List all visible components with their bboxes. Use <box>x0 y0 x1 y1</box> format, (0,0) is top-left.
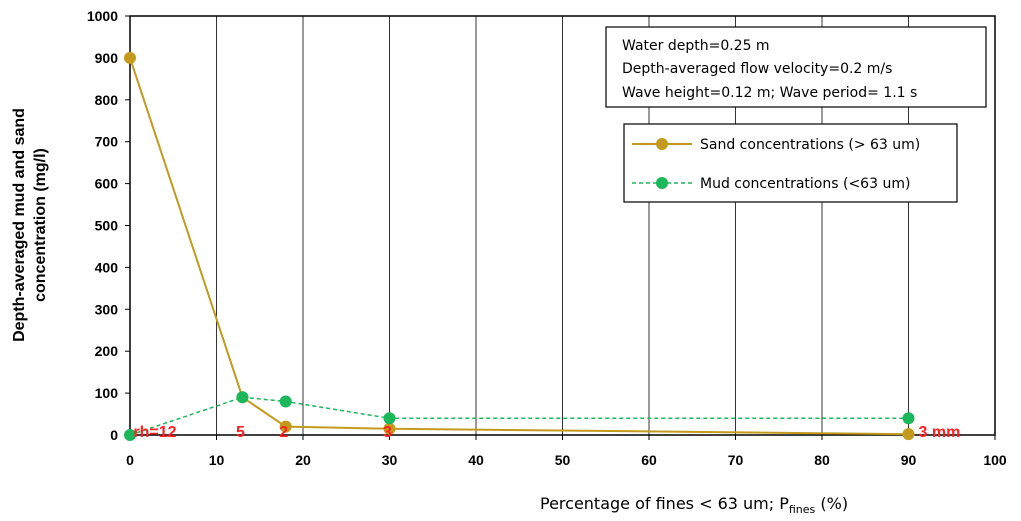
x-tick-label: 80 <box>814 452 830 468</box>
x-tick-label: 0 <box>126 452 134 468</box>
x-tick-label: 40 <box>468 452 484 468</box>
y-axis-title-line1: Depth-averaged mud and sand <box>11 108 28 342</box>
series-group <box>124 51 915 441</box>
y-axis: 0 100 200 300 400 500 600 700 800 900 1000 <box>87 8 130 443</box>
y-axis-title-line2: concentration (mg/l) <box>32 148 49 302</box>
annotation-label: 2 <box>279 424 288 441</box>
x-tick-label: 20 <box>295 452 311 468</box>
annotation-label: 3 <box>383 424 392 441</box>
y-tick-label: 700 <box>95 134 119 150</box>
data-point-mud <box>383 412 396 425</box>
x-tick-label: 10 <box>209 452 225 468</box>
note-line-2: Depth-averaged flow velocity=0.2 m/s <box>622 61 892 77</box>
x-tick-label: 100 <box>983 452 1007 468</box>
legend-frame <box>623 123 958 203</box>
data-point-mud <box>236 391 249 404</box>
x-tick-label: 30 <box>382 452 398 468</box>
legend: Sand concentrations (> 63 um) Mud concen… <box>623 123 958 203</box>
annotation-label: 3 mm <box>919 424 961 441</box>
y-tick-label: 800 <box>95 92 119 108</box>
legend-mud-label: Mud concentrations (<63 um) <box>700 176 910 192</box>
data-point-mud <box>124 429 136 441</box>
x-tick-label: 50 <box>555 452 571 468</box>
x-axis-title: Percentage of fines < 63 um; Pfines (%) <box>540 494 848 516</box>
x-tick-label: 60 <box>641 452 657 468</box>
y-tick-label: 200 <box>95 343 119 359</box>
annotation-label: rh=12 <box>133 424 176 441</box>
note-line-1: Water depth=0.25 m <box>622 38 770 54</box>
legend-sand-marker <box>656 138 668 150</box>
annotation-label: 5 <box>236 424 245 441</box>
x-axis-title-main: Percentage of fines < 63 um; P <box>540 494 789 513</box>
x-axis-title-sub: fines <box>789 503 816 516</box>
y-tick-label: 900 <box>95 50 119 66</box>
note-line-3: Wave height=0.12 m; Wave period= 1.1 s <box>622 85 917 101</box>
y-tick-label: 100 <box>95 385 119 401</box>
y-tick-label: 500 <box>95 218 119 234</box>
annotations: rh=12 5 2 3 3 mm <box>133 424 960 441</box>
y-tick-label: 1000 <box>87 8 118 24</box>
x-axis: 0 10 20 30 40 50 60 70 80 90 100 <box>126 435 1007 468</box>
data-point-sand <box>124 51 136 64</box>
y-tick-label: 600 <box>95 176 119 192</box>
x-tick-label: 70 <box>728 452 744 468</box>
notes-frame <box>605 26 987 108</box>
legend-mud-marker <box>656 177 668 189</box>
x-axis-title-tail: (%) <box>815 494 848 513</box>
y-tick-label: 0 <box>110 427 118 443</box>
data-point-sand <box>279 420 292 433</box>
data-point-sand <box>902 428 915 441</box>
data-point-mud <box>279 395 292 408</box>
y-tick-label: 300 <box>95 301 119 317</box>
y-tick-label: 400 <box>95 259 119 275</box>
notes-box: Water depth=0.25 m Depth-averaged flow v… <box>605 26 987 108</box>
data-point-mud <box>902 412 915 425</box>
data-point-sand <box>383 422 396 435</box>
x-tick-label: 90 <box>901 452 917 468</box>
legend-sand-label: Sand concentrations (> 63 um) <box>700 137 920 153</box>
